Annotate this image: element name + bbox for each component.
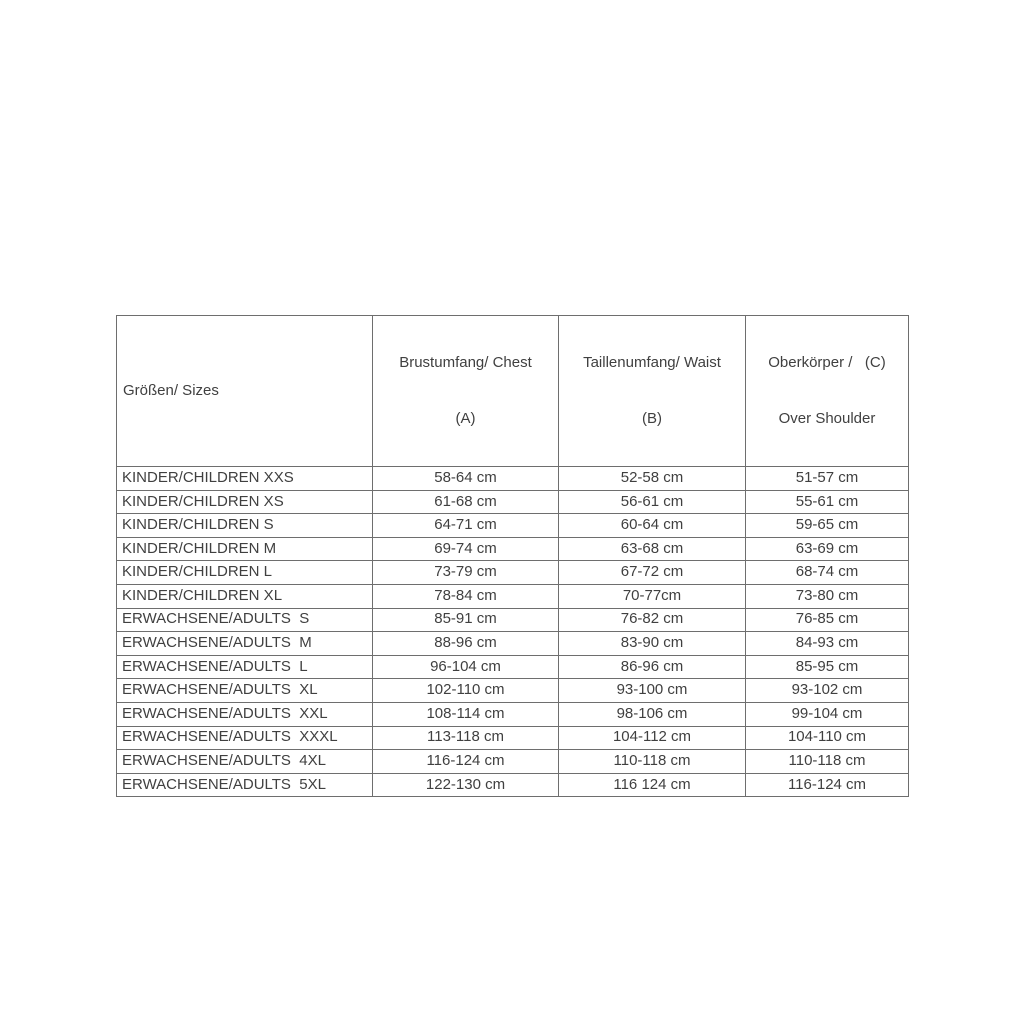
table-row: KINDER/CHILDREN M 69-74 cm 63-68 cm 63-69 c…: [116, 536, 909, 562]
measurement-cell: 85-95 cm: [745, 654, 909, 680]
measurement-cell: 78-84 cm: [372, 583, 559, 609]
size-label-cell: ERWACHSENE/ADULTS XL: [116, 678, 373, 703]
size-label-cell: KINDER/CHILDREN XS: [116, 489, 373, 515]
measurement-cell: 55-61 cm: [745, 489, 909, 515]
header-row: Größen/ Sizes Brustumfang/ Chest (A) Tai…: [116, 315, 909, 467]
table-row: ERWACHSENE/ADULTS 4XL 116-124 cm 110-118 c…: [116, 749, 909, 774]
table-row: ERWACHSENE/ADULTS XXL 108-114 cm 98-106 cm…: [116, 701, 909, 727]
table-row: KINDER/CHILDREN L 73-79 cm 67-72 cm 68-74 c…: [116, 560, 909, 585]
measurement-cell: 63-69 cm: [745, 536, 909, 562]
measurement-cell: 73-79 cm: [372, 560, 559, 585]
size-label-cell: KINDER/CHILDREN S: [116, 513, 373, 538]
table-row: KINDER/CHILDREN S 64-71 cm 60-64 cm 59-65 c…: [116, 513, 909, 538]
header-waist-line2: (B): [642, 409, 662, 427]
header-waist: Taillenumfang/ Waist (B): [558, 315, 746, 467]
measurement-cell: 56-61 cm: [558, 489, 746, 515]
measurement-cell: 98-106 cm: [558, 701, 746, 727]
measurement-cell: 116-124 cm: [372, 749, 559, 774]
size-label-cell: KINDER/CHILDREN XL: [116, 583, 373, 609]
table-row: ERWACHSENE/ADULTS 5XL 122-130 cm 116 124 c…: [116, 772, 909, 798]
table-row: ERWACHSENE/ADULTS S 85-91 cm 76-82 cm 76-85…: [116, 607, 909, 633]
size-label-cell: KINDER/CHILDREN M: [116, 536, 373, 562]
measurement-cell: 102-110 cm: [372, 678, 559, 703]
measurement-cell: 108-114 cm: [372, 701, 559, 727]
measurement-cell: 104-112 cm: [558, 725, 746, 751]
size-label-cell: KINDER/CHILDREN XXS: [116, 466, 373, 491]
measurement-cell: 52-58 cm: [558, 466, 746, 491]
size-chart-table: Größen/ Sizes Brustumfang/ Chest (A) Tai…: [116, 315, 909, 798]
size-label-cell: ERWACHSENE/ADULTS L: [116, 654, 373, 680]
measurement-cell: 104-110 cm: [745, 725, 909, 751]
measurement-cell: 99-104 cm: [745, 701, 909, 727]
size-label-cell: ERWACHSENE/ADULTS S: [116, 607, 373, 633]
measurement-cell: 110-118 cm: [745, 749, 909, 774]
size-label-cell: ERWACHSENE/ADULTS XXL: [116, 701, 373, 727]
measurement-cell: 58-64 cm: [372, 466, 559, 491]
header-waist-line1: Taillenumfang/ Waist: [583, 353, 721, 371]
size-label-cell: ERWACHSENE/ADULTS M: [116, 631, 373, 656]
measurement-cell: 110-118 cm: [558, 749, 746, 774]
measurement-cell: 116-124 cm: [745, 772, 909, 798]
measurement-cell: 88-96 cm: [372, 631, 559, 656]
table-row: ERWACHSENE/ADULTS M 88-96 cm 83-90 cm 84-93…: [116, 631, 909, 656]
size-label-cell: ERWACHSENE/ADULTS XXXL: [116, 725, 373, 751]
header-sizes: Größen/ Sizes: [116, 315, 373, 467]
measurement-cell: 83-90 cm: [558, 631, 746, 656]
measurement-cell: 63-68 cm: [558, 536, 746, 562]
table-row: ERWACHSENE/ADULTS L 96-104 cm 86-96 cm 85-9…: [116, 654, 909, 680]
measurement-cell: 69-74 cm: [372, 536, 559, 562]
measurement-cell: 60-64 cm: [558, 513, 746, 538]
size-label-cell: ERWACHSENE/ADULTS 5XL: [116, 772, 373, 798]
header-over-shoulder-line2: Over Shoulder: [778, 409, 876, 427]
measurement-cell: 85-91 cm: [372, 607, 559, 633]
measurement-cell: 122-130 cm: [372, 772, 559, 798]
header-chest-line2: (A): [455, 409, 476, 427]
measurement-cell: 76-85 cm: [745, 607, 909, 633]
measurement-cell: 73-80 cm: [745, 583, 909, 609]
header-chest-line1: Brustumfang/ Chest: [399, 353, 532, 371]
measurement-cell: 64-71 cm: [372, 513, 559, 538]
measurement-cell: 93-102 cm: [745, 678, 909, 703]
measurement-cell: 84-93 cm: [745, 631, 909, 656]
header-over-shoulder-line1: Oberkörper / (C): [768, 353, 886, 371]
header-chest: Brustumfang/ Chest (A): [372, 315, 559, 467]
table-row: KINDER/CHILDREN XS 61-68 cm 56-61 cm 55-61 …: [116, 489, 909, 515]
table-row: KINDER/CHILDREN XL 78-84 cm 70-77cm 73-80 c…: [116, 583, 909, 609]
measurement-cell: 51-57 cm: [745, 466, 909, 491]
table-row: ERWACHSENE/ADULTS XL 102-110 cm 93-100 cm 9…: [116, 678, 909, 703]
measurement-cell: 96-104 cm: [372, 654, 559, 680]
size-label-cell: ERWACHSENE/ADULTS 4XL: [116, 749, 373, 774]
measurement-cell: 59-65 cm: [745, 513, 909, 538]
measurement-cell: 113-118 cm: [372, 725, 559, 751]
measurement-cell: 116 124 cm: [558, 772, 746, 798]
measurement-cell: 86-96 cm: [558, 654, 746, 680]
table-row: ERWACHSENE/ADULTS XXXL 113-118 cm 104-112 …: [116, 725, 909, 751]
measurement-cell: 67-72 cm: [558, 560, 746, 585]
table-row: KINDER/CHILDREN XXS 58-64 cm 52-58 cm 51-57…: [116, 466, 909, 491]
measurement-cell: 76-82 cm: [558, 607, 746, 633]
measurement-cell: 61-68 cm: [372, 489, 559, 515]
measurement-cell: 70-77cm: [558, 583, 746, 609]
measurement-cell: 68-74 cm: [745, 560, 909, 585]
size-label-cell: KINDER/CHILDREN L: [116, 560, 373, 585]
header-over-shoulder: Oberkörper / (C) Over Shoulder: [745, 315, 909, 467]
measurement-cell: 93-100 cm: [558, 678, 746, 703]
